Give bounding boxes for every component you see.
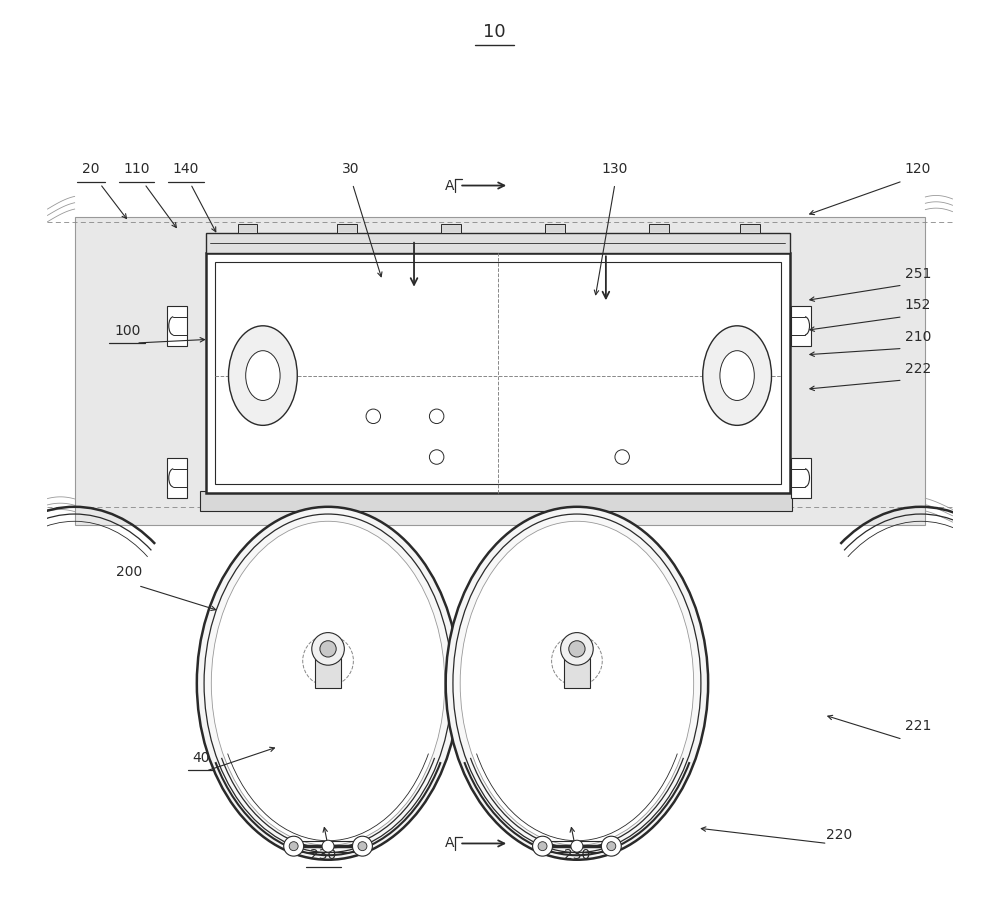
Text: 210: 210 — [905, 330, 931, 344]
Circle shape — [312, 633, 344, 665]
Bar — [791, 306, 811, 346]
Bar — [206, 253, 790, 493]
Text: 120: 120 — [905, 163, 931, 176]
Circle shape — [615, 450, 629, 464]
Bar — [441, 224, 461, 233]
Text: A: A — [445, 178, 455, 193]
Circle shape — [352, 836, 372, 856]
Bar — [238, 224, 257, 233]
Circle shape — [322, 840, 334, 853]
Bar — [564, 658, 590, 688]
Text: 222: 222 — [905, 362, 931, 376]
Circle shape — [429, 409, 444, 424]
Circle shape — [289, 842, 298, 851]
Circle shape — [533, 836, 552, 856]
Bar — [649, 224, 669, 233]
Text: 221: 221 — [905, 719, 931, 733]
Circle shape — [561, 633, 593, 665]
Bar — [75, 217, 925, 525]
Ellipse shape — [204, 514, 452, 853]
Circle shape — [429, 450, 444, 464]
Circle shape — [366, 409, 381, 424]
Text: 130: 130 — [602, 163, 628, 176]
Bar — [206, 233, 790, 253]
Circle shape — [569, 641, 585, 657]
Text: 40: 40 — [193, 751, 210, 765]
Ellipse shape — [720, 350, 754, 400]
Text: 230: 230 — [310, 848, 337, 862]
Bar — [545, 224, 565, 233]
Text: 220: 220 — [826, 828, 853, 842]
Circle shape — [538, 842, 547, 851]
Circle shape — [358, 842, 367, 851]
Ellipse shape — [460, 521, 694, 845]
Text: 230: 230 — [564, 848, 590, 862]
Text: 30: 30 — [342, 163, 359, 176]
Bar — [740, 224, 760, 233]
Bar — [215, 262, 781, 484]
Ellipse shape — [446, 507, 708, 860]
Text: 10: 10 — [483, 23, 506, 41]
Text: 140: 140 — [173, 163, 199, 176]
Text: 251: 251 — [905, 267, 931, 281]
Circle shape — [320, 641, 336, 657]
Text: 100: 100 — [114, 324, 140, 338]
Text: 152: 152 — [905, 299, 931, 312]
Text: A: A — [445, 836, 455, 851]
Ellipse shape — [703, 326, 772, 425]
Text: 20: 20 — [82, 163, 100, 176]
Bar — [167, 458, 187, 498]
Text: 110: 110 — [123, 163, 149, 176]
Bar — [167, 306, 187, 346]
Bar — [791, 458, 811, 498]
Ellipse shape — [453, 514, 701, 853]
Circle shape — [601, 836, 621, 856]
Circle shape — [607, 842, 616, 851]
Bar — [337, 224, 357, 233]
Ellipse shape — [228, 326, 297, 425]
Ellipse shape — [246, 350, 280, 400]
Circle shape — [571, 840, 583, 853]
Circle shape — [284, 836, 304, 856]
Ellipse shape — [211, 521, 445, 845]
Bar — [315, 658, 341, 688]
Ellipse shape — [197, 507, 459, 860]
Text: 200: 200 — [116, 566, 142, 579]
Bar — [200, 491, 792, 511]
